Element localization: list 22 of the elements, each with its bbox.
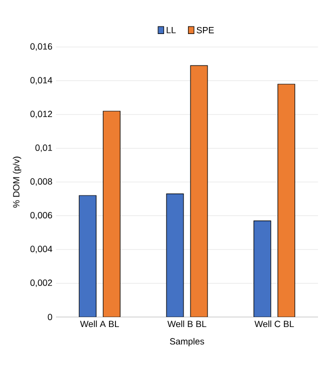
x-tick-label: Well A BL xyxy=(80,320,119,328)
y-axis-title: % DOM (p/v) xyxy=(12,156,22,208)
bar xyxy=(190,65,208,317)
y-tick-label: 0,012 xyxy=(30,110,52,118)
x-axis-title: Samples xyxy=(170,338,204,346)
legend-label: SPE xyxy=(196,26,214,34)
bar xyxy=(278,84,296,317)
bar xyxy=(78,195,96,317)
x-tick-label: Well B BL xyxy=(167,320,206,328)
bar xyxy=(254,220,272,317)
y-tick-label: 0,016 xyxy=(30,43,52,51)
y-tick-label: 0,004 xyxy=(30,246,52,254)
y-tick-label: 0,006 xyxy=(30,212,52,220)
y-tick-label: 0 xyxy=(48,314,52,320)
legend-label: LL xyxy=(166,27,176,34)
bar xyxy=(166,194,184,317)
y-tick-label: 0,014 xyxy=(30,77,52,84)
bar xyxy=(102,110,120,317)
y-tick-label: 0,008 xyxy=(30,178,52,186)
y-tick-label: 0,002 xyxy=(30,280,52,287)
y-tick-label: 0,01 xyxy=(35,144,52,152)
x-tick-label: Well C BL xyxy=(254,320,294,328)
